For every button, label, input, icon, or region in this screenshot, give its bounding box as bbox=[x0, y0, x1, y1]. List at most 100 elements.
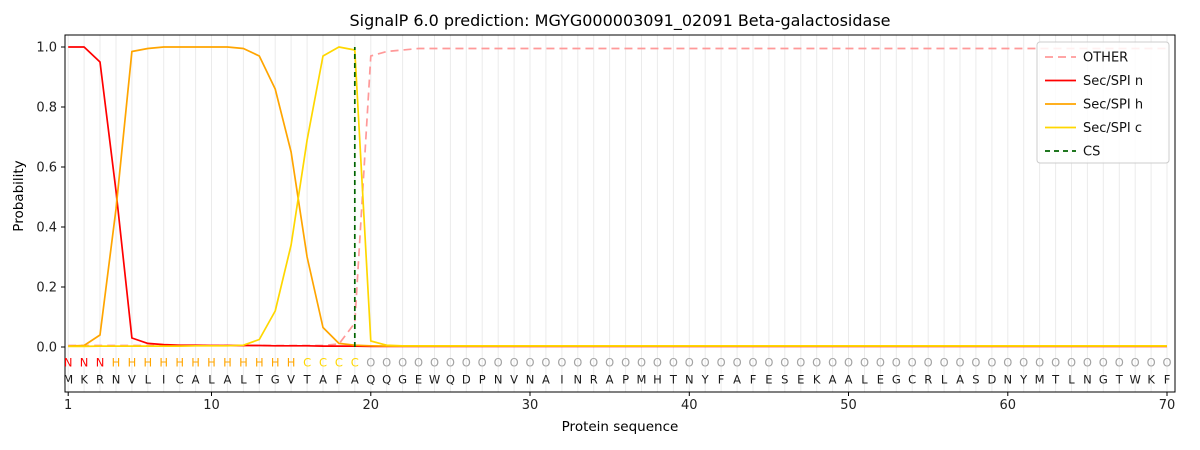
series-line-other bbox=[68, 47, 1167, 347]
y-tick-label: 1.0 bbox=[36, 41, 57, 56]
residue-letter: W bbox=[1130, 373, 1141, 387]
residue-letter: F bbox=[750, 373, 757, 387]
region-label: O bbox=[924, 356, 933, 370]
region-label: O bbox=[653, 356, 662, 370]
residue-letter: M bbox=[63, 373, 73, 387]
residue-letter: N bbox=[573, 373, 582, 387]
region-label: O bbox=[1067, 356, 1076, 370]
y-tick-label: 0.0 bbox=[36, 341, 57, 356]
region-label: O bbox=[541, 356, 550, 370]
region-label: O bbox=[1131, 356, 1140, 370]
region-label: O bbox=[812, 356, 821, 370]
residue-letter: N bbox=[1083, 373, 1092, 387]
region-label: O bbox=[844, 356, 853, 370]
region-label: O bbox=[1162, 356, 1171, 370]
legend-box bbox=[1036, 41, 1170, 164]
residue-letter: S bbox=[781, 373, 788, 387]
region-label: O bbox=[987, 356, 996, 370]
gridlines bbox=[67, 35, 1168, 392]
region-label: O bbox=[589, 356, 598, 370]
residue-letter: W bbox=[429, 373, 440, 387]
region-label: O bbox=[1099, 356, 1108, 370]
legend-label: Sec/SPI h bbox=[1083, 98, 1143, 113]
region-label: O bbox=[940, 356, 949, 370]
region-label: O bbox=[748, 356, 757, 370]
residue-letter: L bbox=[941, 373, 948, 387]
legend-label: Sec/SPI n bbox=[1083, 74, 1143, 89]
region-label: O bbox=[780, 356, 789, 370]
region-label: H bbox=[271, 356, 280, 370]
residue-letter: I bbox=[560, 373, 563, 387]
legend-label: Sec/SPI c bbox=[1083, 121, 1142, 136]
residue-letter: A bbox=[733, 373, 741, 387]
region-label: N bbox=[80, 356, 89, 370]
region-label: O bbox=[446, 356, 455, 370]
residue-letter: T bbox=[303, 373, 312, 387]
region-label: O bbox=[1035, 356, 1044, 370]
region-label: O bbox=[892, 356, 901, 370]
residue-letter: I bbox=[162, 373, 165, 387]
residue-letter: Y bbox=[1019, 373, 1028, 387]
residue-letter: A bbox=[829, 373, 837, 387]
region-label: H bbox=[255, 356, 264, 370]
residue-letter: T bbox=[1051, 373, 1060, 387]
region-label: O bbox=[462, 356, 471, 370]
residue-letter: R bbox=[924, 373, 932, 387]
y-tick-label: 0.2 bbox=[36, 281, 57, 296]
region-label: O bbox=[414, 356, 423, 370]
region-label: O bbox=[796, 356, 805, 370]
residue-letter: M bbox=[637, 373, 647, 387]
residue-letter: E bbox=[415, 373, 422, 387]
residue-letter: A bbox=[606, 373, 614, 387]
region-label: O bbox=[908, 356, 917, 370]
residue-letter: V bbox=[128, 373, 136, 387]
residue-letter: N bbox=[685, 373, 694, 387]
region-label: H bbox=[175, 356, 184, 370]
axes-frame-group bbox=[64, 34, 1176, 393]
x-tick-label: 50 bbox=[840, 398, 857, 413]
residue-letter: Q bbox=[446, 373, 455, 387]
residue-letter: F bbox=[336, 373, 343, 387]
region-label: O bbox=[701, 356, 710, 370]
residue-letter: K bbox=[813, 373, 821, 387]
residue-letter: A bbox=[192, 373, 200, 387]
region-label: O bbox=[971, 356, 980, 370]
x-tick-label: 40 bbox=[681, 398, 698, 413]
y-tick-label: 0.6 bbox=[36, 161, 57, 176]
series-line-sec-spi-c bbox=[68, 46, 1167, 348]
chart-title: SignalP 6.0 prediction: MGYG000003091_02… bbox=[349, 11, 891, 30]
region-label: O bbox=[764, 356, 773, 370]
region-label: O bbox=[1083, 356, 1092, 370]
y-tick-label: 0.8 bbox=[36, 101, 57, 116]
residue-letter: F bbox=[718, 373, 725, 387]
x-tick-label: 30 bbox=[522, 398, 539, 413]
residue-letter: K bbox=[1147, 373, 1155, 387]
region-label: O bbox=[605, 356, 614, 370]
region-label: O bbox=[430, 356, 439, 370]
region-label: O bbox=[669, 356, 678, 370]
residue-letter: N bbox=[526, 373, 535, 387]
region-label: C bbox=[335, 356, 343, 370]
residue-letter: C bbox=[176, 373, 184, 387]
region-label: H bbox=[128, 356, 137, 370]
region-label: O bbox=[1003, 356, 1012, 370]
region-label: O bbox=[525, 356, 534, 370]
region-label: H bbox=[159, 356, 168, 370]
residue-letter: H bbox=[653, 373, 662, 387]
residue-letter: N bbox=[112, 373, 121, 387]
region-label: O bbox=[860, 356, 869, 370]
region-label: O bbox=[955, 356, 964, 370]
region-label: N bbox=[64, 356, 73, 370]
residue-letter: P bbox=[622, 373, 629, 387]
residue-letter: P bbox=[479, 373, 486, 387]
region-label: O bbox=[398, 356, 407, 370]
region-label: O bbox=[733, 356, 742, 370]
region-label: O bbox=[1147, 356, 1156, 370]
residue-letter: K bbox=[80, 373, 88, 387]
residue-letter: N bbox=[1003, 373, 1012, 387]
region-label: H bbox=[143, 356, 152, 370]
axes-frame bbox=[64, 34, 1176, 393]
region-label: H bbox=[207, 356, 216, 370]
x-tick-label: 10 bbox=[203, 398, 220, 413]
